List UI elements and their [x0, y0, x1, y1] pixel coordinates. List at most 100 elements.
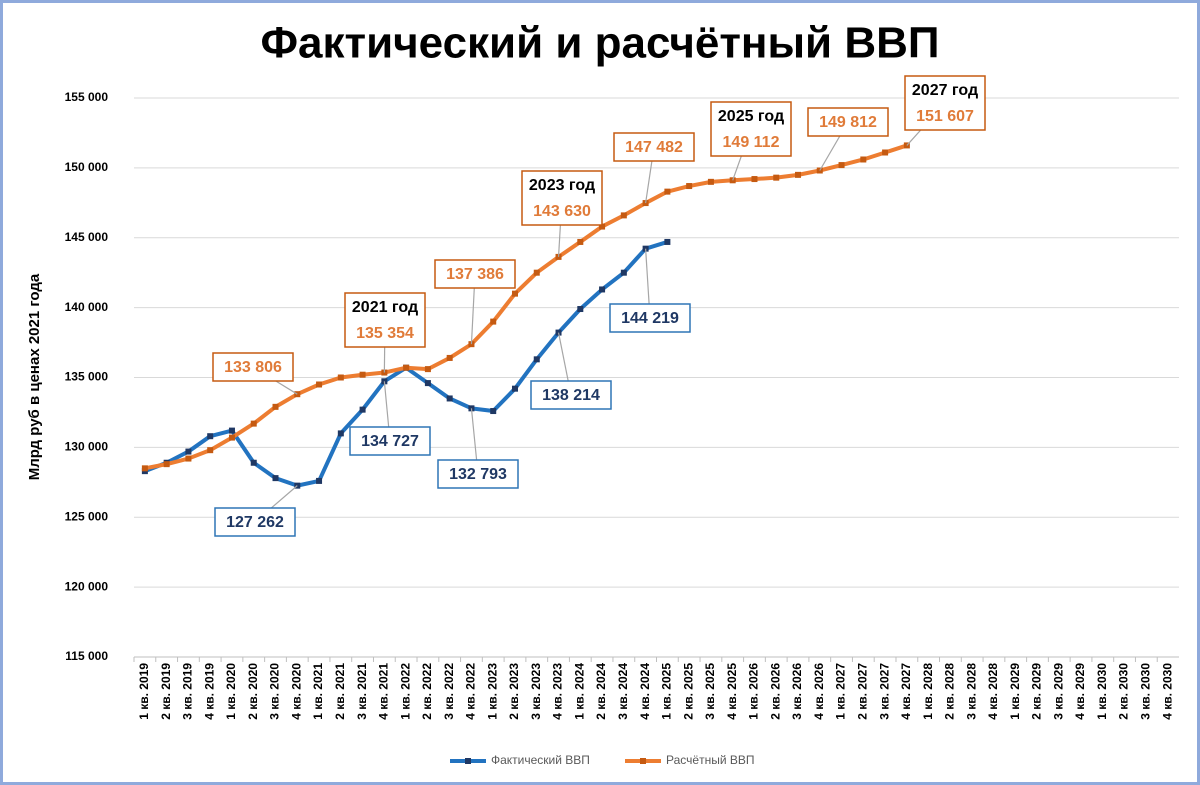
- x-tick-label: 4 кв. 2019: [202, 663, 216, 720]
- x-tick-label: 2 кв. 2023: [507, 663, 521, 720]
- marker: [337, 374, 344, 381]
- marker: [424, 380, 431, 387]
- y-tick-label: 140 000: [65, 300, 109, 314]
- x-tick-label: 3 кв. 2023: [529, 663, 543, 720]
- marker: [446, 395, 453, 402]
- marker: [490, 318, 497, 325]
- legend-marker: [640, 758, 646, 764]
- label-box: [904, 75, 986, 131]
- label-box: [530, 380, 612, 410]
- x-tick-label: 1 кв. 2020: [224, 663, 238, 720]
- x-tick-label: 2 кв. 2025: [681, 663, 695, 720]
- x-tick-label: 4 кв. 2023: [551, 663, 565, 720]
- marker: [403, 364, 410, 371]
- data-label: 134 727: [361, 433, 419, 450]
- x-tick-label: 1 кв. 2019: [137, 663, 151, 720]
- x-tick-label: 4 кв. 2025: [725, 663, 739, 720]
- marker: [577, 306, 584, 313]
- marker: [141, 465, 148, 472]
- x-tick-label: 1 кв. 2029: [1008, 663, 1022, 720]
- marker: [272, 403, 279, 410]
- legend-label: Фактический ВВП: [491, 753, 590, 767]
- data-label: 151 607: [916, 108, 974, 125]
- label-box: [613, 132, 695, 162]
- data-label: 135 354: [356, 325, 414, 342]
- y-tick-label: 135 000: [65, 370, 109, 384]
- x-tick-label: 2 кв. 2029: [1030, 663, 1044, 720]
- marker: [533, 269, 540, 276]
- data-label: 149 812: [819, 114, 877, 131]
- y-axis-label: Млрд руб в ценах 2021 года: [26, 273, 43, 480]
- x-tick-label: 4 кв. 2029: [1073, 663, 1087, 720]
- x-tick-label: 1 кв. 2028: [921, 663, 935, 720]
- data-label: 133 806: [224, 359, 282, 376]
- label-box: [807, 107, 889, 137]
- marker: [250, 459, 257, 466]
- marker: [446, 354, 453, 361]
- marker: [599, 223, 606, 230]
- x-tick-label: 3 кв. 2024: [616, 663, 630, 720]
- annotation: 2027 год: [912, 82, 978, 99]
- marker: [664, 238, 671, 245]
- marker: [490, 408, 497, 415]
- marker: [337, 430, 344, 437]
- data-label: 132 793: [449, 466, 507, 483]
- x-tick-label: 2 кв. 2027: [855, 663, 869, 720]
- legend-label: Расчётный ВВП: [666, 753, 755, 767]
- x-tick-label: 2 кв. 2030: [1117, 663, 1131, 720]
- marker: [359, 406, 366, 413]
- x-tick-label: 4 кв. 2020: [289, 663, 303, 720]
- marker: [620, 212, 627, 219]
- x-tick-label: 1 кв. 2023: [485, 663, 499, 720]
- marker: [664, 188, 671, 195]
- label-box: [521, 170, 603, 226]
- x-tick-label: 4 кв. 2026: [812, 663, 826, 720]
- x-tick-label: 4 кв. 2028: [986, 663, 1000, 720]
- x-tick-label: 2 кв. 2019: [159, 663, 173, 720]
- annotation: 2025 год: [718, 108, 784, 125]
- marker: [272, 475, 279, 482]
- label-box: [349, 426, 431, 456]
- x-tick-label: 3 кв. 2030: [1139, 663, 1153, 720]
- x-tick-label: 2 кв. 2028: [943, 663, 957, 720]
- y-tick-label: 155 000: [65, 90, 109, 104]
- x-tick-label: 4 кв. 2024: [638, 663, 652, 720]
- y-tick-label: 120 000: [65, 579, 109, 593]
- marker: [686, 183, 693, 190]
- x-tick-label: 2 кв. 2024: [594, 663, 608, 720]
- marker: [620, 269, 627, 276]
- series-line: [144, 143, 908, 471]
- x-tick-label: 1 кв. 2027: [834, 663, 848, 720]
- data-label: 144 219: [621, 310, 679, 327]
- marker: [228, 427, 235, 434]
- data-label: 147 482: [625, 139, 683, 156]
- marker: [207, 447, 214, 454]
- y-tick-label: 115 000: [65, 649, 108, 663]
- x-tick-label: 4 кв. 2022: [464, 663, 478, 720]
- x-tick-label: 3 кв. 2027: [877, 663, 891, 720]
- marker: [533, 356, 540, 363]
- annotation: 2021 год: [352, 299, 418, 316]
- marker: [751, 176, 758, 183]
- marker: [707, 178, 714, 185]
- label-box: [214, 507, 296, 537]
- x-tick-label: 1 кв. 2021: [311, 663, 325, 720]
- marker: [228, 434, 235, 441]
- data-label: 127 262: [226, 514, 284, 531]
- marker: [838, 162, 845, 169]
- label-box: [710, 101, 792, 157]
- x-tick-label: 4 кв. 2030: [1160, 663, 1174, 720]
- label-box: [437, 459, 519, 489]
- marker: [359, 371, 366, 378]
- label-box: [344, 292, 426, 348]
- y-tick-label: 150 000: [65, 160, 109, 174]
- marker: [163, 461, 170, 468]
- y-tick-label: 145 000: [65, 230, 109, 244]
- x-tick-label: 3 кв. 2026: [790, 663, 804, 720]
- marker: [185, 455, 192, 462]
- x-tick-label: 2 кв. 2021: [333, 663, 347, 720]
- legend-marker: [465, 758, 471, 764]
- x-tick-label: 1 кв. 2026: [747, 663, 761, 720]
- marker: [250, 420, 257, 427]
